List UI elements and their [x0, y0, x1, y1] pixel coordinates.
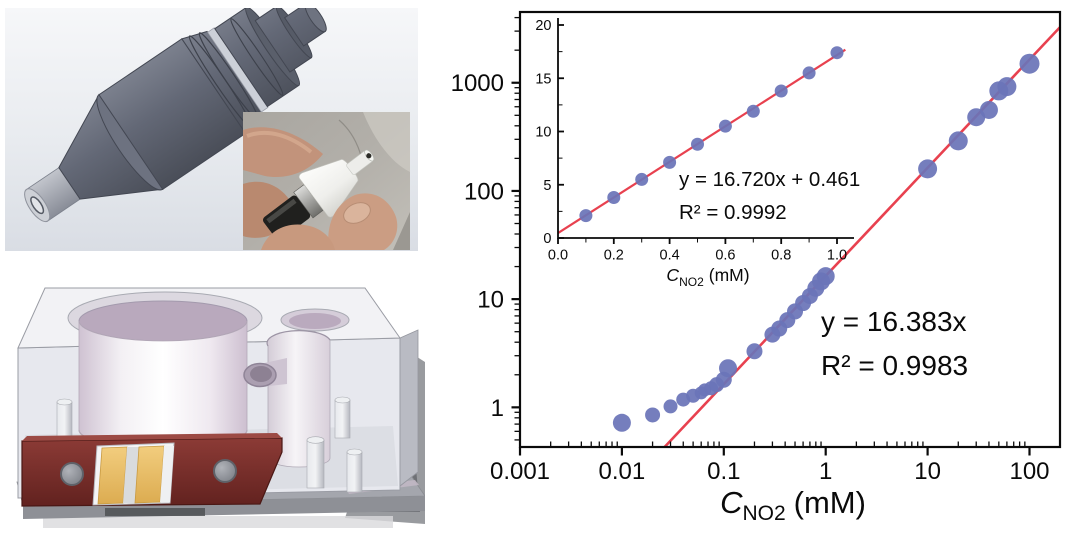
inset-data-point — [718, 119, 732, 133]
data-point — [997, 77, 1017, 97]
inset-data-point — [691, 137, 704, 151]
main-x-axis-label: CNO2 (mM) — [720, 485, 866, 525]
inset-x-tick-label: 0.0 — [548, 248, 568, 264]
sensor-tip-hole — [30, 196, 45, 215]
electrode-stack — [92, 442, 175, 506]
x-tick-label: 0.001 — [490, 458, 550, 485]
main-fit-equation: y = 16.383x — [821, 306, 967, 337]
inset-x-tick-label: 0.8 — [771, 248, 791, 264]
stone-highlight — [363, 112, 410, 172]
data-point — [918, 159, 938, 179]
clamp-bar-top-bevel — [22, 433, 282, 441]
main-plot-border — [518, 10, 1062, 449]
inset-y-tick-label: 5 — [543, 178, 551, 194]
data-point — [979, 100, 998, 119]
y-tick-label: 1000 — [451, 70, 504, 97]
inset-data-point — [579, 209, 593, 223]
inset-x-tick-label: 0.2 — [604, 248, 624, 264]
thumb — [328, 193, 398, 250]
data-point — [816, 267, 835, 286]
inset-r-squared: R² = 0.9992 — [679, 201, 787, 224]
black-cap-highlight — [266, 198, 297, 224]
inset-y-tick-label: 15 — [535, 71, 551, 87]
inset-x-tick-label: 0.4 — [660, 248, 680, 264]
y-tick-label: 10 — [477, 287, 504, 314]
stone-shadow — [393, 212, 410, 250]
inset-data-point — [774, 84, 788, 98]
sensor-groove-ring — [230, 18, 284, 96]
thumb-nail — [343, 202, 371, 224]
calibration-plot: 1 10 100 1000 0.001 0.01 0.1 1 10 100 CNO2 (mM) y = … — [425, 0, 1065, 541]
data-point — [1019, 53, 1040, 74]
clamp-screw — [60, 462, 84, 486]
index-finger — [243, 127, 323, 178]
main-r-squared: R² = 0.9983 — [821, 350, 968, 381]
data-point — [612, 413, 631, 432]
y-tick-label: 1 — [491, 395, 504, 422]
inset-data-point — [746, 104, 760, 118]
inset-fit-equation: y = 16.720x + 0.461 — [679, 168, 860, 191]
finger-highlight — [246, 130, 313, 154]
inset-y-tick-label: 20 — [535, 18, 551, 34]
probe-black-cap — [262, 195, 311, 240]
inset-data-point — [663, 155, 677, 169]
clamp-screw — [213, 459, 237, 483]
floor-shadow — [43, 516, 393, 528]
sensor-shaft-end — [304, 8, 327, 33]
sensor-body-group — [24, 8, 327, 223]
probe-photo-svg — [243, 112, 410, 250]
small-hole-opening — [289, 313, 341, 329]
inset-data-point — [830, 46, 844, 60]
inset-y-tick-label: 10 — [535, 125, 551, 141]
data-point — [663, 399, 678, 414]
data-point — [645, 407, 661, 423]
x-tick-label: 100 — [1009, 458, 1049, 485]
inset-data-point — [607, 191, 621, 205]
y-tick-label: 100 — [464, 178, 504, 205]
block-right-face — [399, 329, 419, 487]
data-point — [719, 359, 738, 378]
x-tick-label: 0.01 — [599, 458, 646, 485]
inset-data-point — [635, 172, 649, 186]
inset-x-tick-label: 1.0 — [827, 248, 847, 264]
probe-hand-photo — [243, 112, 410, 250]
side-tube-hole — [250, 366, 272, 382]
flow-cell-cad-render — [15, 272, 425, 538]
x-tick-label: 0.1 — [707, 458, 740, 485]
inset-data-point — [802, 66, 816, 80]
data-point — [746, 343, 763, 360]
lower-fingertip — [261, 224, 335, 250]
inset-x-axis-label: CNO2 (mM) — [666, 265, 749, 289]
alignment-pins — [56, 396, 363, 493]
inset-x-tick-label: 0.6 — [715, 248, 735, 264]
data-point — [948, 131, 968, 151]
probe-group — [262, 149, 375, 240]
x-tick-label: 10 — [914, 458, 941, 485]
flow-cell-svg — [16, 287, 425, 528]
nozzle-hole — [366, 153, 372, 159]
inset-y-tick-label: 0 — [543, 231, 551, 247]
right-cylinder-cut-edge — [266, 330, 331, 347]
under-shadow — [105, 508, 205, 516]
x-tick-label: 1 — [819, 458, 832, 485]
